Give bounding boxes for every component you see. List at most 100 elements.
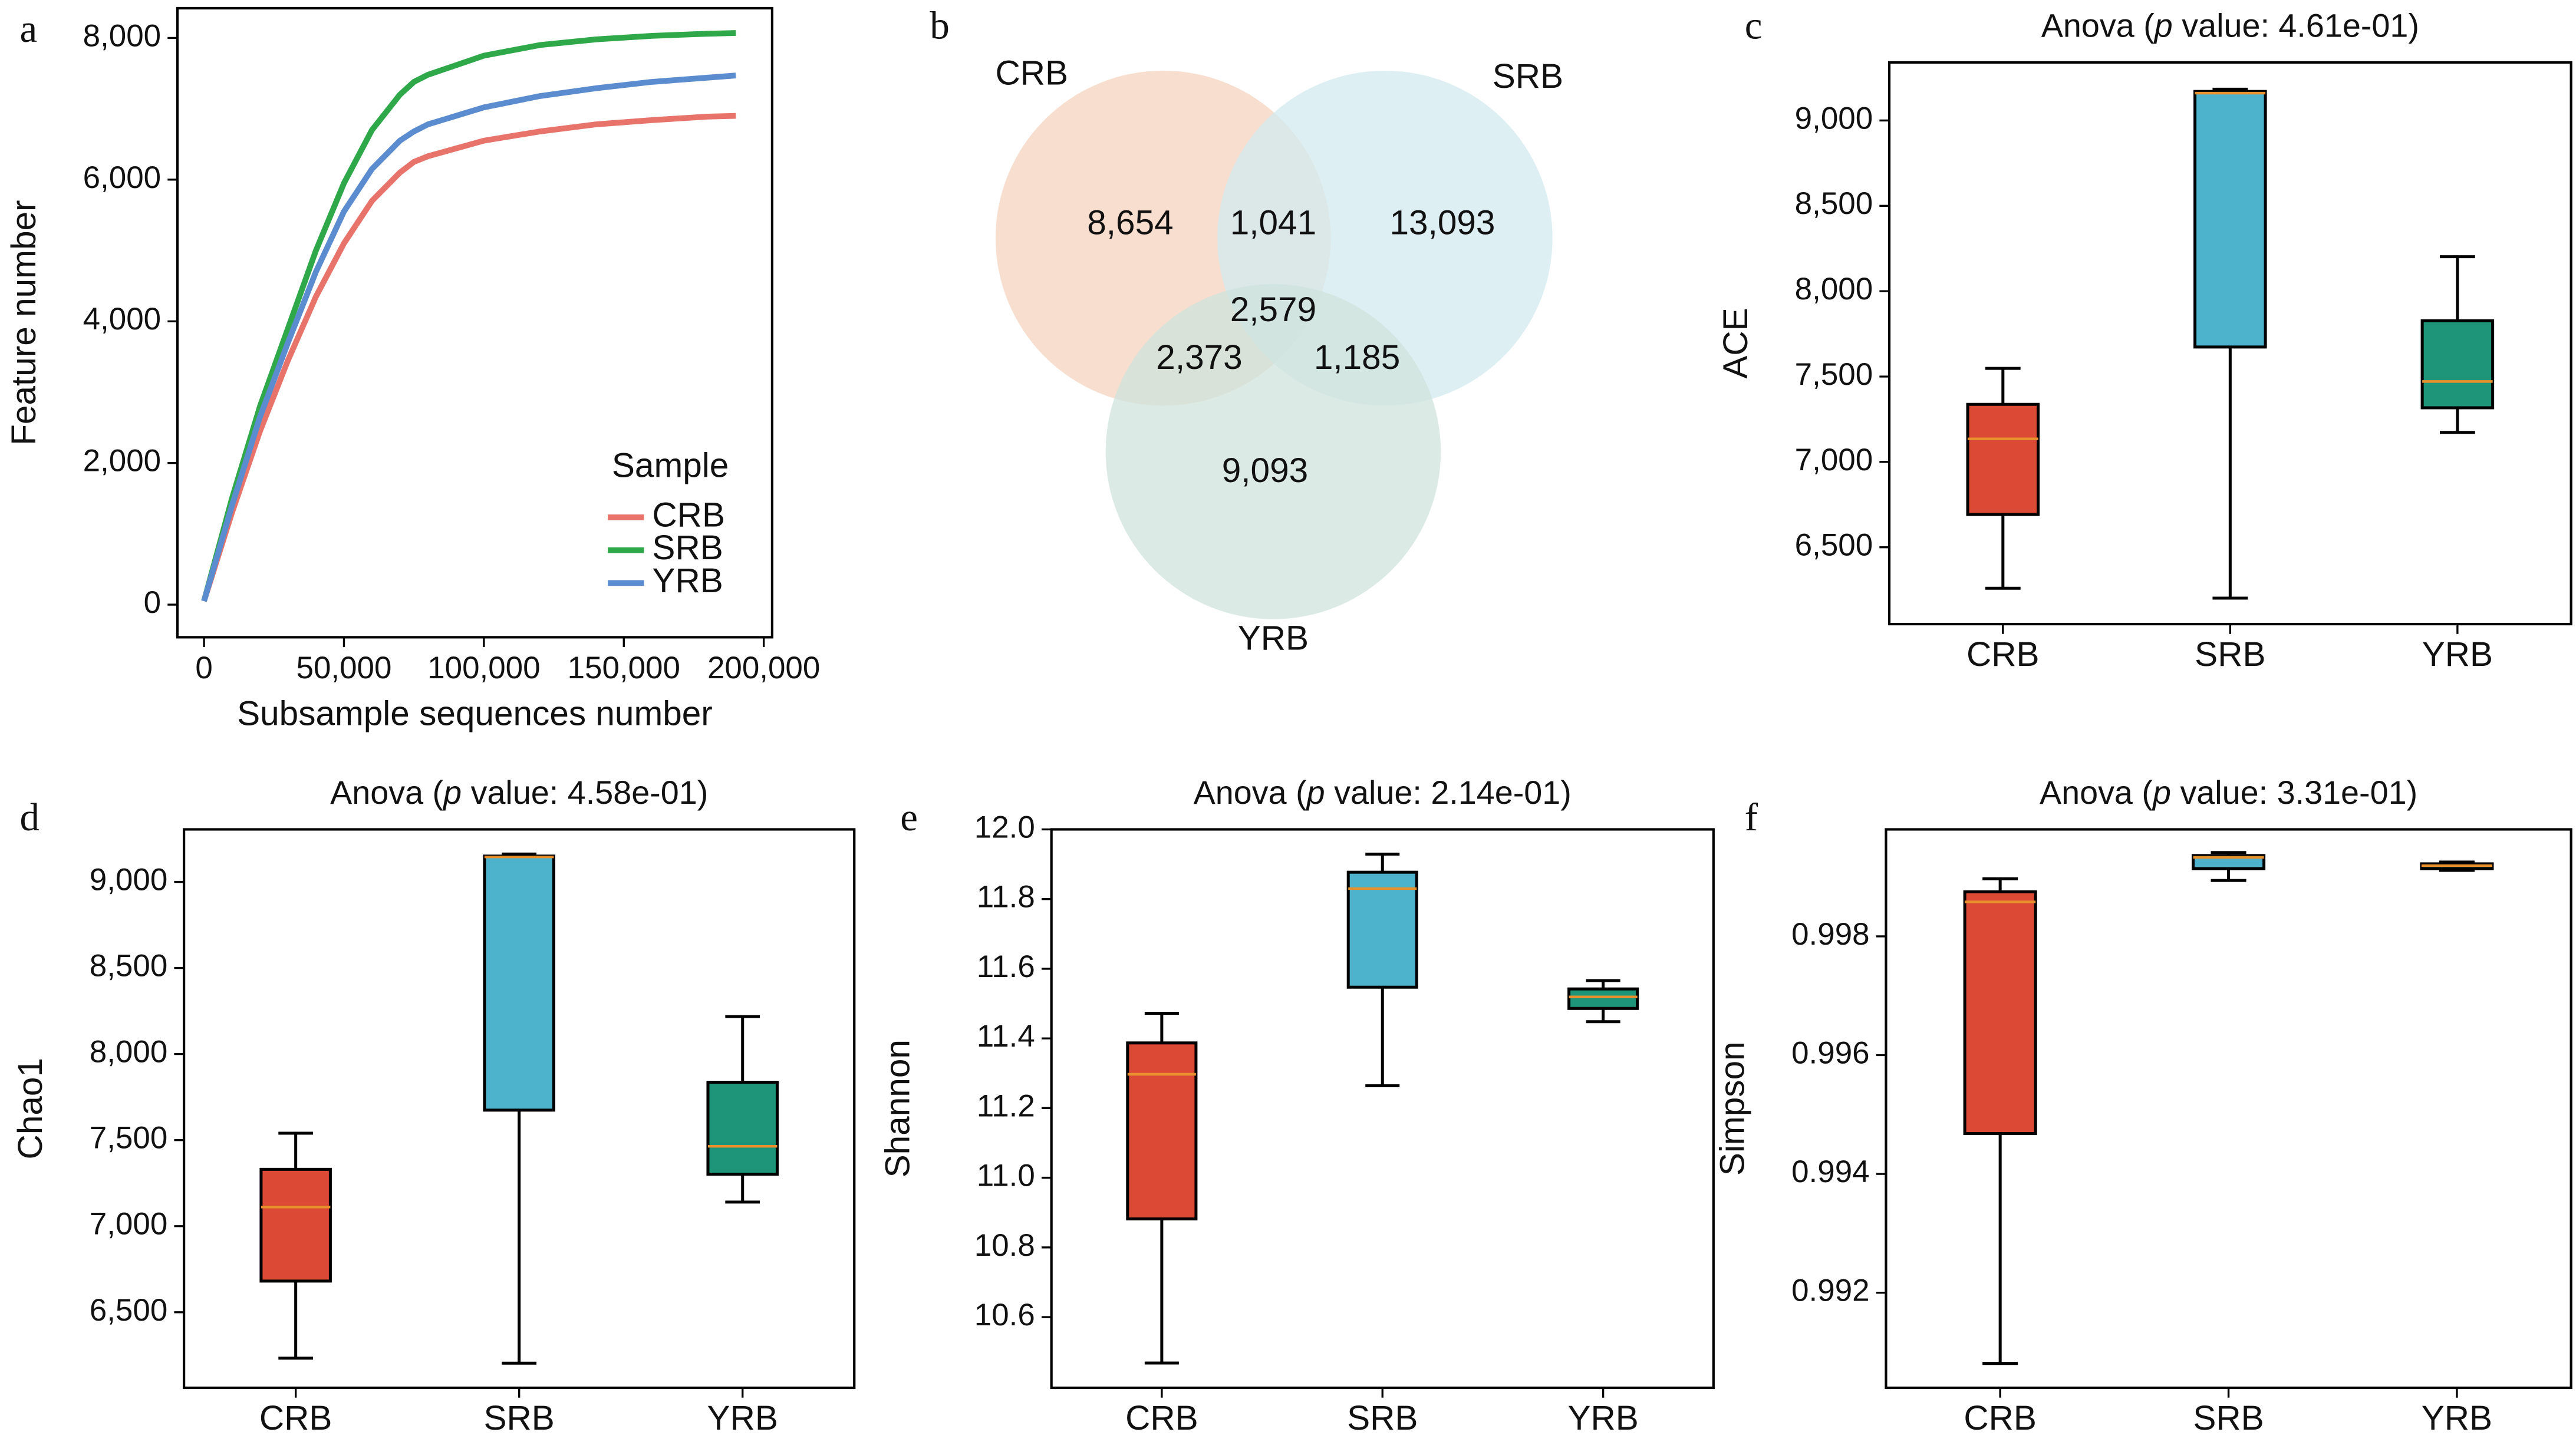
y-tick-label: 11.0	[977, 1159, 1035, 1193]
y-tick-label: 7,500	[90, 1121, 167, 1156]
box	[259, 1167, 332, 1283]
title-part: value: 4.58e-01)	[462, 774, 708, 811]
y-tick-label: 0.992	[1791, 1273, 1869, 1308]
x-tick-label: YRB	[707, 1399, 778, 1437]
panel-letter: a	[19, 7, 37, 51]
panel-letter: d	[19, 796, 39, 839]
x-tick-label: YRB	[2422, 635, 2493, 674]
box	[2420, 319, 2495, 410]
y-tick-label: 11.6	[977, 949, 1035, 984]
y-tick-label: 10.8	[974, 1228, 1035, 1263]
title-part: p	[1306, 774, 1325, 811]
y-tick-label: 10.6	[974, 1298, 1035, 1332]
box	[2193, 90, 2267, 349]
y-tick-label: 7,500	[1795, 357, 1873, 392]
plot-frame	[176, 6, 773, 639]
panel-letter: c	[1745, 4, 1763, 48]
y-axis-label: ACE	[1717, 308, 1755, 378]
set-label: CRB	[995, 54, 1068, 93]
title-part: Anova (	[2040, 774, 2153, 811]
box	[1963, 890, 2037, 1136]
y-tick-label: 7,000	[90, 1207, 167, 1242]
box	[1126, 1041, 1198, 1220]
title-part: p	[2153, 7, 2173, 44]
region-count: 13,093	[1389, 203, 1495, 242]
x-tick-label: 150,000	[568, 651, 680, 685]
y-axis-label: Chao1	[11, 1058, 50, 1159]
y-tick-label: 4,000	[83, 302, 161, 336]
legend-label: SRB	[652, 529, 723, 567]
title-part: Anova (	[1194, 774, 1307, 811]
venn-set	[1105, 284, 1441, 619]
panel-letter: e	[900, 796, 918, 839]
y-tick-label: 6,500	[90, 1293, 167, 1328]
x-tick-label: SRB	[484, 1399, 555, 1437]
region-count: 8,654	[1087, 203, 1173, 242]
x-tick-label: CRB	[259, 1399, 332, 1437]
x-tick-label: 200,000	[707, 651, 820, 685]
legend-label: CRB	[652, 496, 725, 534]
box	[706, 1081, 779, 1176]
set-label: YRB	[1238, 619, 1309, 657]
series-line	[201, 30, 736, 602]
y-tick-label: 0.998	[1791, 917, 1869, 952]
x-axis-label: Subsample sequences number	[237, 695, 713, 733]
title-part: Anova (	[2041, 7, 2155, 44]
panel: b CRB SRB YRB 8,654 1,041 13,093 2,579 2,373 1,18…	[930, 4, 1563, 658]
region-count: 2,373	[1156, 338, 1242, 377]
region-count: 2,579	[1230, 291, 1316, 329]
y-tick-label: 8,000	[90, 1035, 167, 1070]
set-label: SRB	[1493, 57, 1563, 95]
x-tick-label: CRB	[1125, 1399, 1198, 1437]
x-tick-label: SRB	[2195, 635, 2265, 674]
legend-label: YRB	[652, 562, 723, 600]
box	[1567, 987, 1639, 1010]
legend-title: Sample	[612, 447, 729, 485]
x-tick-label: 50,000	[297, 651, 392, 685]
box	[2191, 854, 2266, 870]
panel: c 6,500 7,000 7,500 8,000 8,500 9,000 ACE Anova …	[1717, 4, 2572, 674]
x-tick-label: YRB	[2422, 1399, 2492, 1437]
x-tick-label: YRB	[1567, 1399, 1638, 1437]
y-tick-label: 8,000	[1795, 272, 1873, 306]
y-tick-label: 0	[144, 585, 161, 620]
x-tick-label: SRB	[1347, 1399, 1418, 1437]
y-tick-label: 8,500	[90, 949, 167, 984]
box	[1966, 402, 2040, 516]
box	[483, 854, 555, 1112]
region-count: 9,093	[1222, 451, 1308, 490]
panel: e 10.6 10.8 11.0 11.2 11.4 11.6 11.8 12.0 Shannon…	[879, 774, 1715, 1437]
y-tick-label: 2,000	[83, 444, 161, 479]
x-tick-label: SRB	[2193, 1399, 2264, 1437]
y-tick-label: 6,500	[1795, 528, 1873, 563]
y-axis-label: Feature number	[5, 200, 43, 445]
y-tick-label: 8,000	[83, 18, 161, 53]
x-tick-label: 100,000	[427, 651, 540, 685]
y-tick-label: 11.8	[977, 880, 1035, 915]
panel: d 6,500 7,000 7,500 8,000 8,500 9,000 Chao1 Anov…	[11, 774, 856, 1437]
y-axis-label: Shannon	[879, 1040, 917, 1177]
y-tick-label: 0.994	[1791, 1154, 1869, 1189]
x-tick-label: CRB	[1966, 635, 2040, 674]
y-tick-label: 0.996	[1791, 1035, 1869, 1070]
x-tick-label: 0	[195, 651, 212, 685]
box	[1346, 870, 1418, 989]
panel: a 0 2,000 4,000 6,000 8,000 Feature number 0 50,…	[5, 6, 820, 733]
y-tick-label: 7,000	[1795, 443, 1873, 477]
title-part: value: 4.61e-01)	[2173, 7, 2419, 44]
series-line	[201, 72, 736, 602]
y-tick-label: 6,000	[83, 160, 161, 195]
chart-title: Anova (p value: 3.31e-01)	[2040, 774, 2417, 811]
panel-letter: f	[1745, 796, 1758, 839]
y-tick-label: 8,500	[1795, 186, 1873, 221]
series-line	[201, 113, 736, 602]
title-part: p	[2152, 774, 2171, 811]
y-tick-label: 12.0	[974, 810, 1035, 844]
chart-title: Anova (p value: 4.58e-01)	[330, 774, 708, 811]
region-count: 1,041	[1230, 203, 1316, 242]
region-count: 1,185	[1314, 338, 1400, 377]
title-part: p	[442, 774, 462, 811]
panel-letter: b	[930, 4, 949, 48]
